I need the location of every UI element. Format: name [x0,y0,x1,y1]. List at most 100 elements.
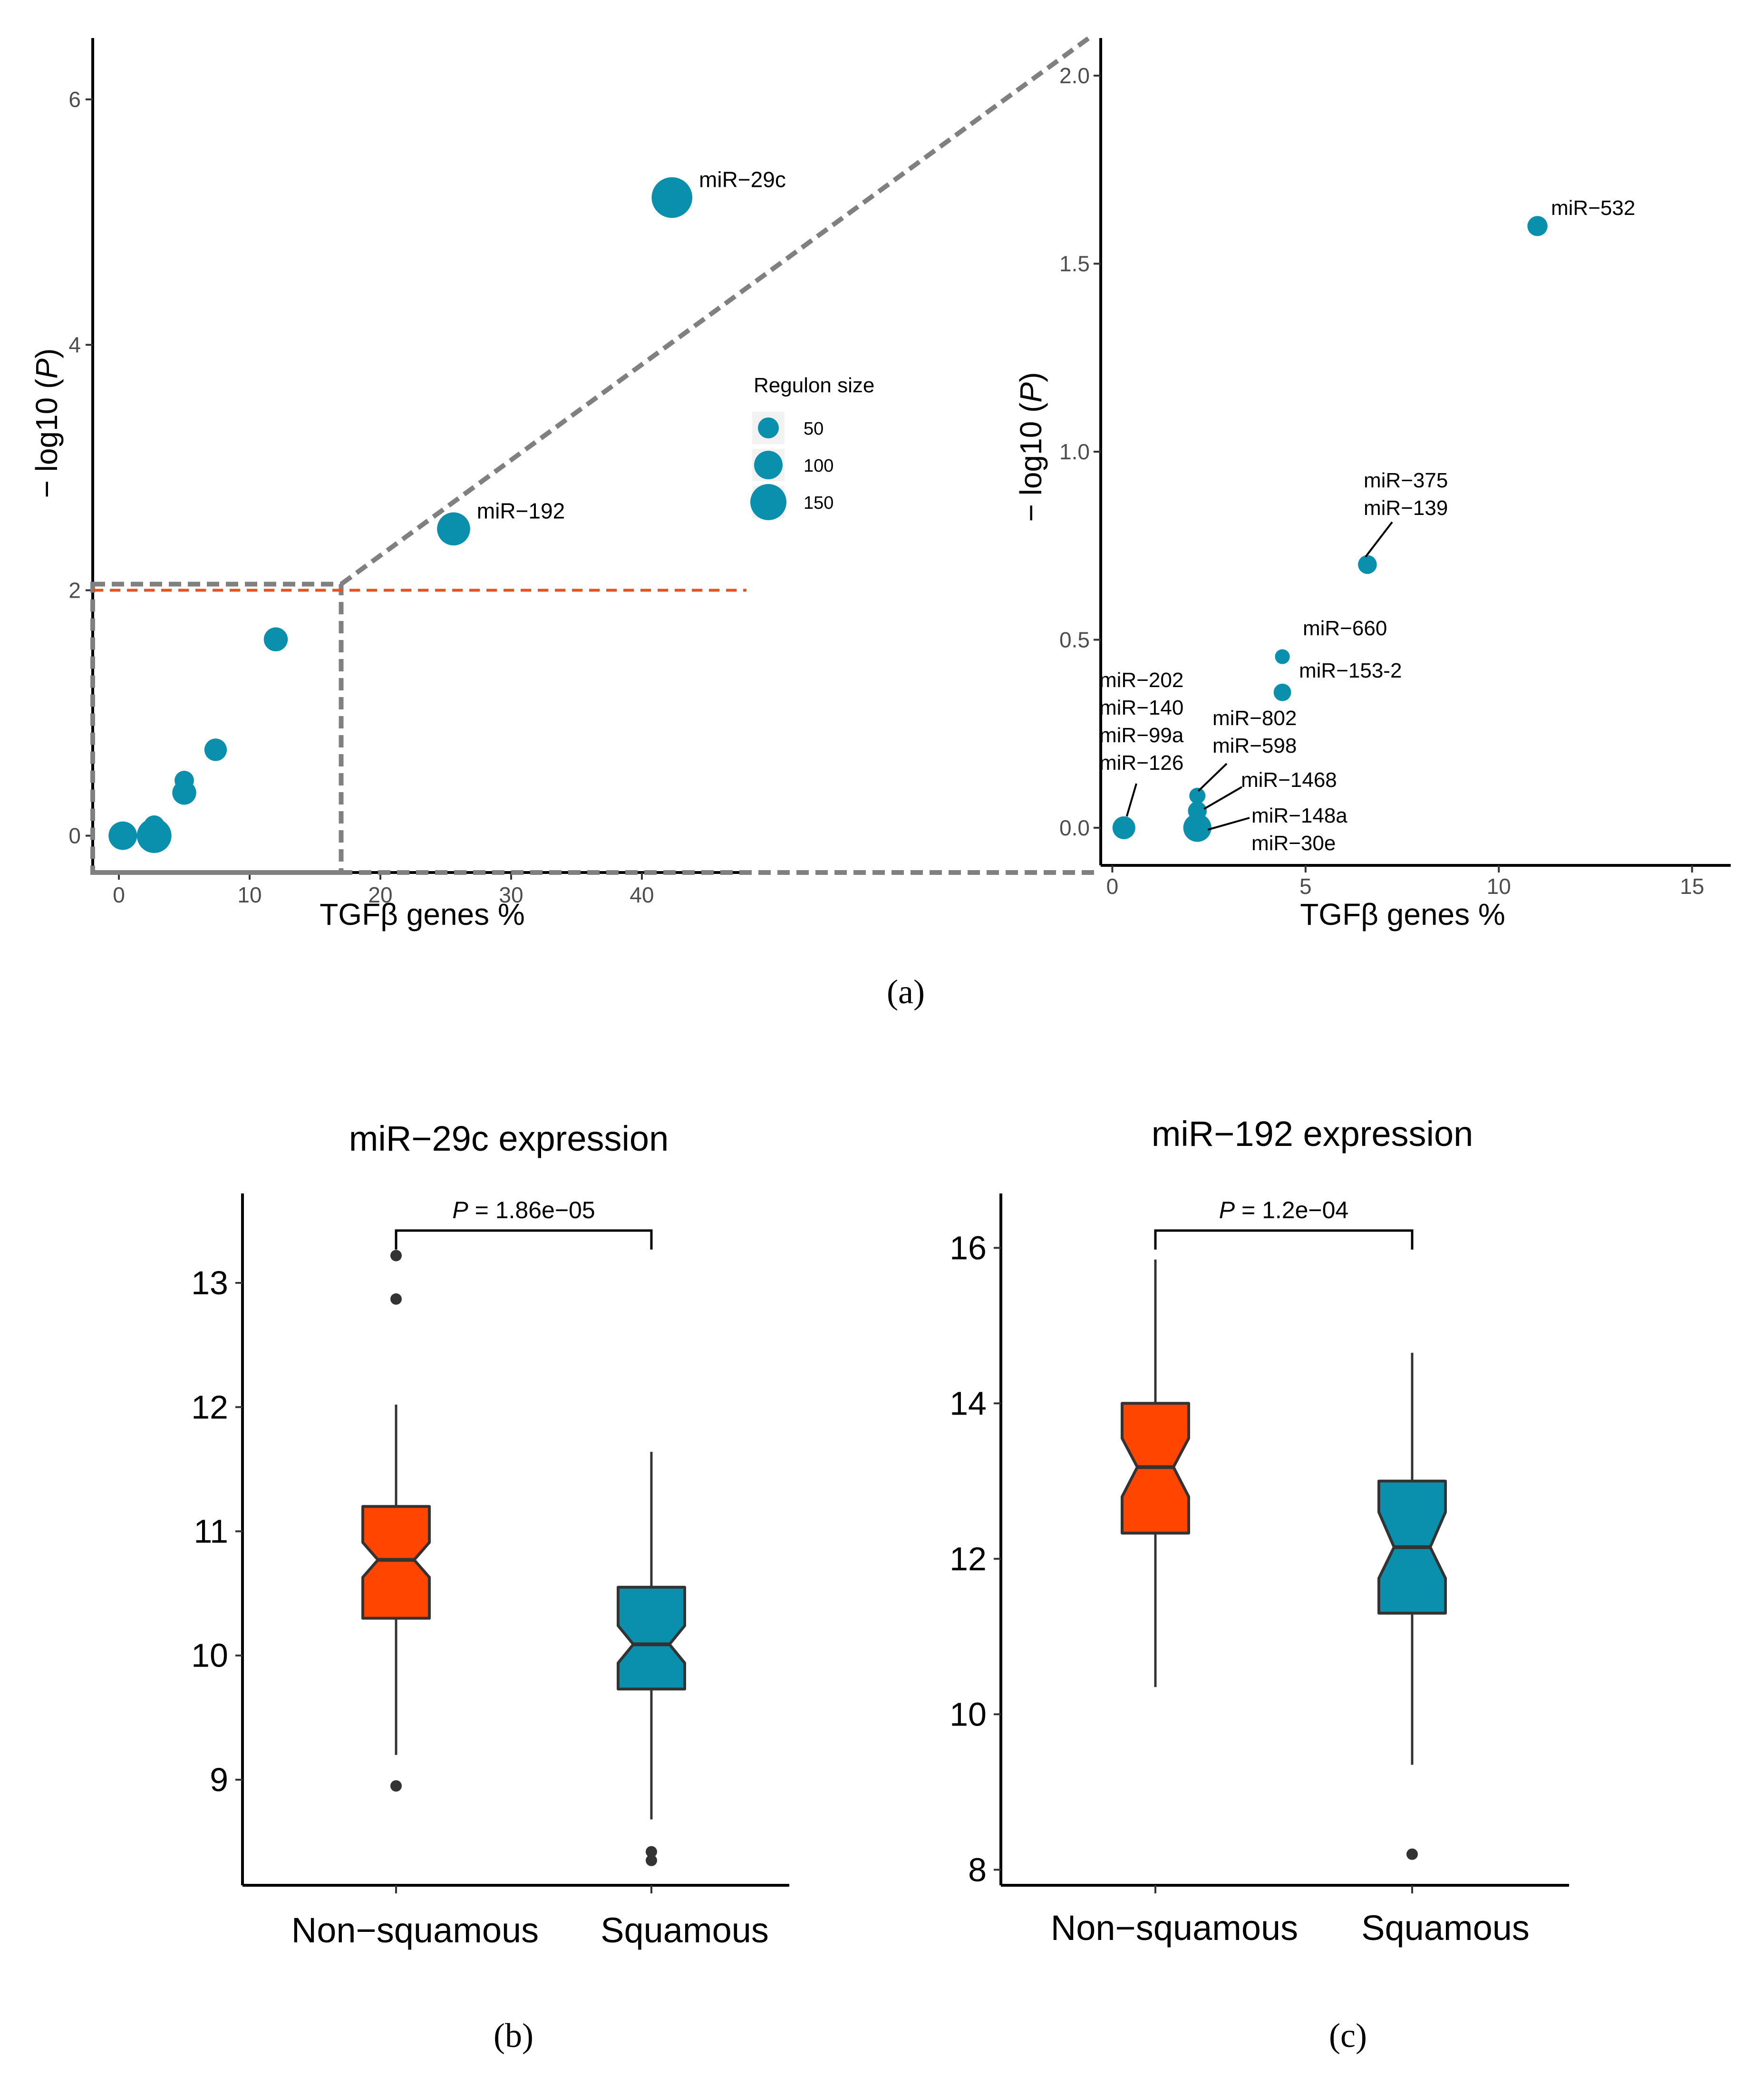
boxplot-mir192: miR−192 expression 8 10 12 14 16 Non−squamous… [950,1114,1569,1948]
data-point [174,771,194,790]
point-annotation: miR−202 [1099,669,1183,692]
data-point [1273,683,1291,701]
outlier-point [390,1293,402,1305]
x-tick-label: Squamous [1361,1908,1530,1948]
y-tick-label: 10 [950,1696,987,1733]
point-annotation: miR−140 [1099,696,1183,719]
chart-title: miR−29c expression [349,1119,669,1158]
x-axis-label: TGFβ genes % [320,897,525,931]
significance-bracket [395,1229,653,1250]
annotation-leader [1125,783,1137,817]
point-annotation: miR−126 [1099,751,1183,775]
legend-label: 50 [804,419,824,439]
y-tick-label: 12 [950,1540,987,1577]
y-tick-label: 2 [68,578,81,602]
y-tick-label: 6 [68,87,81,112]
point-annotation: miR−148a [1251,804,1347,827]
point-annotation: miR−153-2 [1299,659,1402,682]
caption-c: (c) [1329,2017,1367,2055]
legend-key [758,417,779,438]
x-tick-label: 20 [368,882,392,907]
point-annotation: miR−598 [1212,734,1297,757]
y-tick-label: 0.0 [1059,815,1090,840]
annotation-leader [1203,786,1243,810]
data-point [108,821,137,850]
data-point [204,738,227,761]
y-tick-label: 1.0 [1059,439,1090,464]
legend-key [754,451,783,479]
point-annotation: miR−99a [1099,724,1184,747]
y-tick-label: 8 [968,1851,987,1888]
caption-b: (b) [494,2017,533,2055]
x-tick-label: 0 [1106,874,1119,899]
data-point [1183,814,1212,842]
point-annotation: miR−532 [1551,196,1635,220]
legend-title: Regulon size [754,374,874,397]
p-value-text: = 1.2e−04 [1235,1197,1348,1223]
p-value-label: P = 1.86e−05 [452,1197,595,1223]
data-point [1358,555,1377,574]
data-point [437,512,470,546]
scatter-main: 0 10 20 30 40 0 2 4 6 miR−192 miR−29c TGFβ genes … [29,36,1098,931]
x-tick-label: Non−squamous [291,1910,539,1950]
data-point [1112,816,1135,839]
legend-label: 100 [804,456,834,476]
legend-key [750,484,786,520]
x-tick-label: 10 [1487,874,1511,899]
significance-bracket [1154,1229,1414,1250]
y-tick-label: 13 [191,1264,228,1301]
x-axis-label: TGFβ genes % [1300,897,1505,931]
y-tick-label: 0 [68,824,81,848]
zoom-connector-top [339,36,1090,586]
x-tick-label: Non−squamous [1051,1908,1298,1948]
p-value-label: P = 1.2e−04 [1219,1197,1348,1223]
point-label: miR−192 [477,498,565,523]
point-annotation: miR−30e [1251,832,1336,855]
annotation-leader [1365,521,1393,558]
data-point [1275,649,1290,664]
data-point [144,815,165,836]
x-tick-label: 15 [1680,874,1704,899]
x-tick-label: 5 [1299,874,1312,899]
x-tick-label: 40 [630,882,654,907]
data-point [1189,787,1206,804]
y-tick-label: 16 [950,1229,987,1266]
annotation-leader [1197,763,1228,792]
caption-a: (a) [887,973,925,1011]
outlier-point [390,1780,402,1792]
outlier-point [646,1854,657,1866]
p-value-symbol: P [452,1197,468,1223]
y-tick-label: 1.5 [1059,252,1090,276]
data-point [651,177,693,218]
point-label: miR−29c [699,167,786,192]
chart-title: miR−192 expression [1152,1114,1473,1154]
point-annotation: miR−139 [1364,496,1448,520]
y-tick-label: 12 [191,1388,228,1425]
box [617,1586,686,1691]
boxplot-mir29c: miR−29c expression 9 10 11 12 13 Non−squamous… [191,1119,789,1950]
x-tick-label: 30 [499,882,523,907]
y-tick-label: 2.0 [1059,63,1090,88]
annotation-leader [1207,817,1250,831]
point-annotation: miR−1468 [1241,768,1337,792]
x-tick-label: 10 [237,882,262,907]
x-tick-label: 0 [113,882,125,907]
legend: Regulon size 50 100 150 [750,374,874,520]
point-annotation: miR−802 [1212,707,1297,730]
point-annotation: miR−375 [1364,469,1448,492]
scatter-zoom: 0 5 10 15 0.0 0.5 1.0 1.5 2.0 miR−532 miR−375 miR−… [1014,38,1731,931]
y-tick-label: 0.5 [1059,627,1090,652]
outlier-point [390,1250,402,1261]
p-value-text: = 1.86e−05 [468,1197,595,1223]
data-point [1188,801,1207,821]
y-tick-label: 4 [68,332,81,357]
point-annotation: miR−660 [1303,617,1387,640]
outlier-point [1406,1848,1418,1860]
y-tick-label: 14 [950,1385,987,1422]
y-tick-label: 11 [194,1513,228,1550]
legend-label: 150 [804,493,834,513]
data-point [1527,216,1548,236]
y-axis-label: − log10 (P) [1014,372,1048,522]
box [361,1505,431,1620]
